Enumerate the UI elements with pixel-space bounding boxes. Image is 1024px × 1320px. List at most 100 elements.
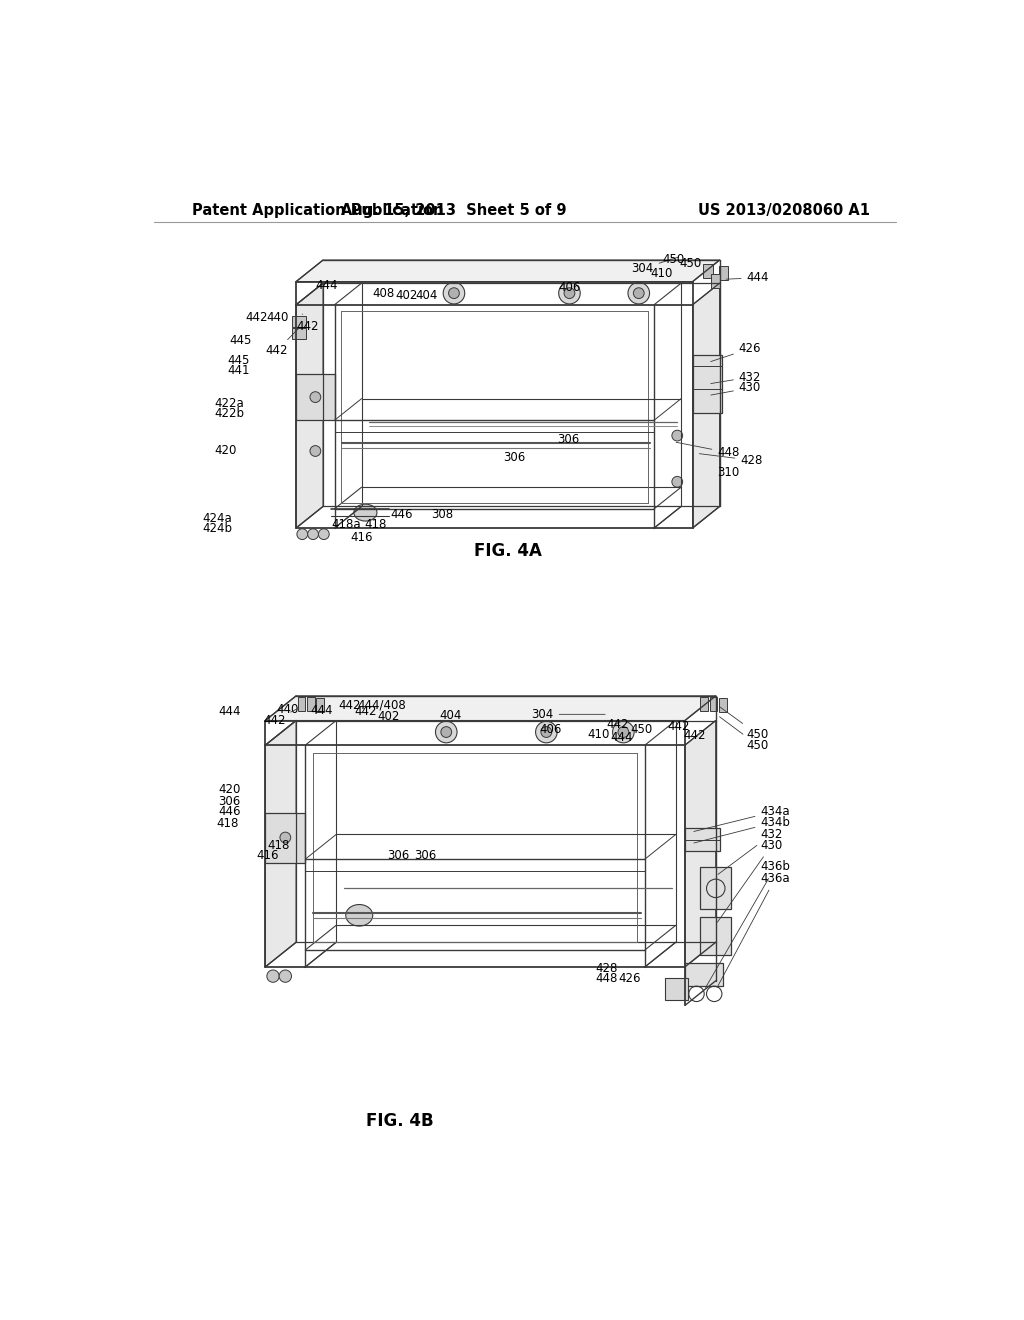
- Text: 418: 418: [267, 838, 290, 851]
- Circle shape: [280, 832, 291, 843]
- Text: 445: 445: [229, 334, 252, 347]
- Ellipse shape: [346, 904, 373, 927]
- Text: 304: 304: [531, 708, 605, 721]
- Bar: [296, 374, 335, 420]
- Text: 436b: 436b: [706, 861, 791, 987]
- Text: 444: 444: [218, 705, 241, 718]
- Bar: [700, 867, 731, 909]
- Circle shape: [634, 288, 644, 298]
- Text: 410: 410: [588, 727, 610, 741]
- Circle shape: [280, 970, 292, 982]
- Text: 420: 420: [218, 783, 241, 796]
- Text: 434a: 434a: [694, 805, 791, 832]
- Text: FIG. 4B: FIG. 4B: [367, 1111, 434, 1130]
- Text: 432: 432: [718, 828, 782, 874]
- Polygon shape: [685, 721, 716, 966]
- Text: 450: 450: [630, 723, 652, 737]
- Text: 416: 416: [350, 531, 373, 544]
- Circle shape: [443, 282, 465, 304]
- Text: 434b: 434b: [694, 816, 791, 843]
- Bar: [703, 264, 713, 277]
- Text: 448: 448: [595, 972, 617, 985]
- Text: 424a: 424a: [203, 512, 232, 525]
- Bar: [665, 978, 688, 1001]
- Text: 446: 446: [218, 805, 241, 818]
- Text: 418: 418: [365, 519, 387, 532]
- Polygon shape: [296, 284, 323, 528]
- Text: 406: 406: [558, 281, 581, 294]
- Bar: [685, 829, 720, 851]
- Circle shape: [628, 282, 649, 304]
- Text: 450: 450: [720, 706, 769, 741]
- Text: 442: 442: [683, 730, 706, 742]
- Text: 444: 444: [726, 271, 769, 284]
- Text: 430: 430: [718, 838, 782, 923]
- Ellipse shape: [354, 504, 377, 521]
- Circle shape: [297, 529, 307, 540]
- Text: 406: 406: [539, 723, 561, 737]
- Text: Patent Application Publication: Patent Application Publication: [193, 203, 443, 218]
- Text: 444: 444: [610, 731, 633, 744]
- Text: 306: 306: [415, 849, 436, 862]
- Text: 442: 442: [265, 329, 299, 358]
- Text: 450: 450: [663, 252, 684, 265]
- Circle shape: [672, 477, 683, 487]
- Circle shape: [441, 726, 452, 738]
- Text: 418a: 418a: [332, 519, 361, 532]
- Text: 402: 402: [395, 289, 418, 302]
- Text: US 2013/0208060 A1: US 2013/0208060 A1: [697, 203, 869, 218]
- Text: 440: 440: [266, 312, 289, 325]
- Text: 448: 448: [676, 442, 739, 459]
- Text: 450: 450: [720, 717, 769, 751]
- Bar: [719, 267, 728, 280]
- Circle shape: [435, 721, 457, 743]
- Text: 444/408: 444/408: [357, 698, 407, 711]
- Text: 432: 432: [711, 371, 761, 384]
- Text: 306: 306: [557, 433, 579, 446]
- Text: 444: 444: [310, 704, 333, 717]
- Text: 410: 410: [650, 267, 673, 280]
- Circle shape: [672, 430, 683, 441]
- Circle shape: [559, 282, 581, 304]
- Circle shape: [536, 721, 557, 743]
- Text: 306: 306: [387, 849, 410, 862]
- Polygon shape: [265, 721, 296, 966]
- Circle shape: [310, 392, 321, 403]
- Text: 308: 308: [431, 508, 453, 520]
- Text: 408: 408: [372, 286, 394, 300]
- Bar: [298, 697, 305, 711]
- Text: 450: 450: [679, 256, 701, 269]
- Circle shape: [612, 721, 634, 743]
- Bar: [685, 964, 724, 986]
- Text: 416: 416: [256, 849, 279, 862]
- Text: 445: 445: [227, 354, 250, 367]
- Bar: [719, 698, 727, 711]
- Text: FIG. 4A: FIG. 4A: [474, 543, 542, 560]
- Text: 306: 306: [503, 450, 525, 463]
- Bar: [710, 697, 717, 711]
- Text: 420: 420: [214, 445, 237, 458]
- Text: 428: 428: [595, 962, 617, 975]
- Bar: [316, 698, 324, 711]
- Polygon shape: [692, 284, 720, 528]
- Text: 422a: 422a: [215, 397, 245, 409]
- Text: 428: 428: [699, 454, 763, 467]
- Text: 440: 440: [276, 704, 298, 717]
- Text: 426: 426: [618, 972, 641, 985]
- Text: 402: 402: [377, 710, 399, 723]
- Text: 424b: 424b: [202, 523, 232, 536]
- Text: 304: 304: [632, 257, 679, 275]
- Text: 442: 442: [668, 721, 690, 733]
- Circle shape: [617, 726, 629, 738]
- Text: 426: 426: [711, 342, 762, 362]
- Text: 441: 441: [227, 364, 250, 378]
- Circle shape: [310, 446, 321, 457]
- Text: 430: 430: [711, 381, 761, 395]
- Bar: [292, 317, 306, 327]
- Bar: [711, 275, 720, 288]
- Text: 436a: 436a: [717, 871, 791, 987]
- Bar: [700, 697, 708, 711]
- Bar: [265, 813, 305, 863]
- Text: 442: 442: [339, 698, 361, 711]
- Text: 442: 442: [263, 709, 298, 727]
